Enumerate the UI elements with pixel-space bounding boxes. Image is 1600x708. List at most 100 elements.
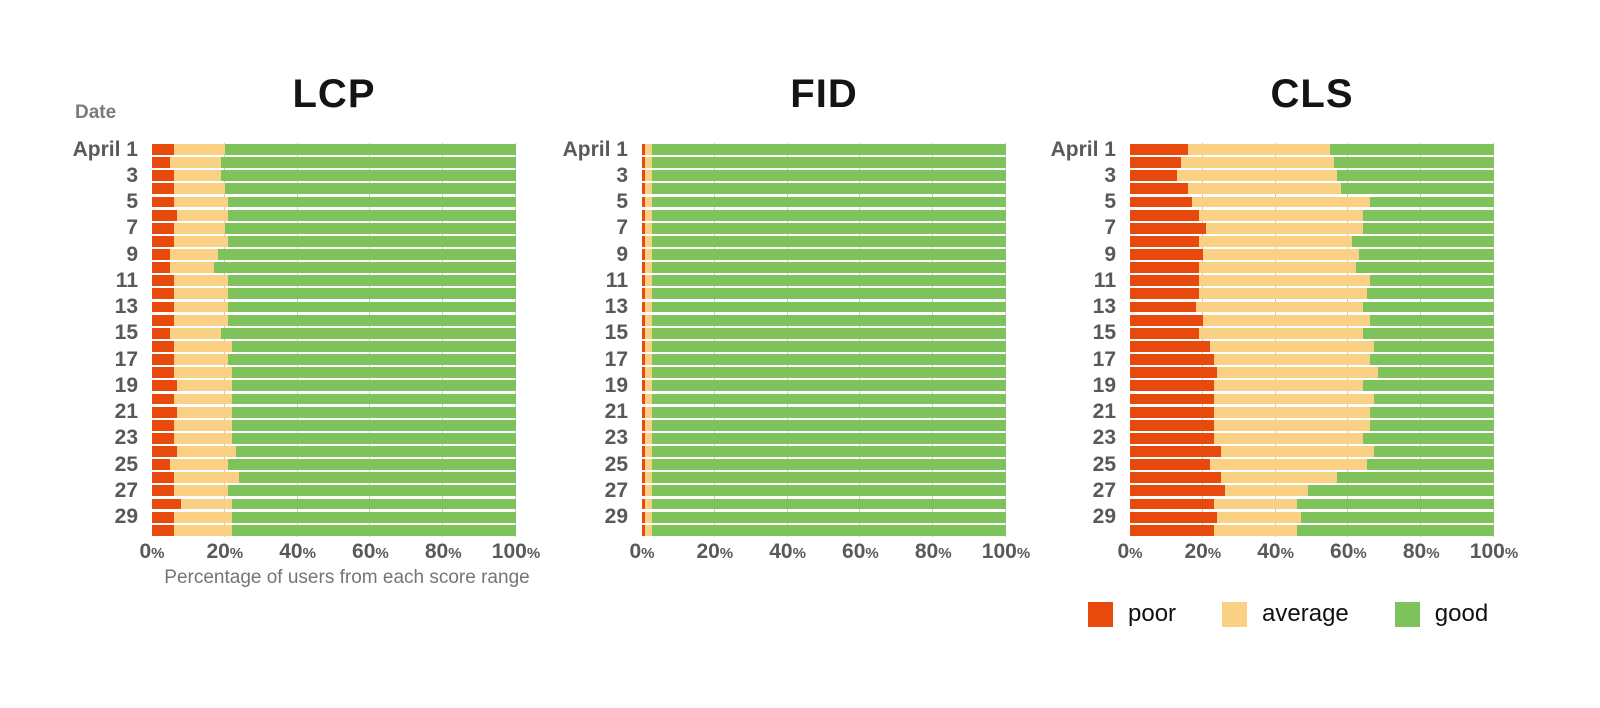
bar-segment-poor: [152, 314, 174, 326]
bar-segment-poor: [1130, 249, 1203, 260]
bar-segment-good: [651, 446, 1006, 457]
bar-segment-good: [651, 485, 1006, 497]
y-tick-label: 27: [114, 479, 138, 503]
bar-segment-good: [228, 288, 516, 300]
y-tick-label: 7: [126, 216, 138, 240]
legend-swatch-average-icon: [1222, 601, 1248, 627]
bar-segment-good: [651, 301, 1006, 313]
bar-row: [1130, 157, 1494, 169]
bar-segment-good: [1370, 275, 1494, 287]
y-axis-labels: April 1 3 5 7 9 11 13 15 17 19 21 23 25 27 29: [42, 137, 145, 537]
bar-segment-poor: [1130, 459, 1211, 471]
bar-segment-poor: [642, 262, 646, 274]
bar-segment-poor: [1130, 262, 1200, 274]
bar-row: [152, 485, 516, 497]
bar-row: [642, 498, 1006, 510]
y-tick-label: April 1: [72, 137, 138, 161]
bar-segment-average: [1221, 472, 1338, 484]
bar-segment-poor: [1130, 314, 1203, 326]
bar-segment-average: [645, 183, 652, 195]
bar-segment-poor: [642, 367, 646, 379]
bar-row: [642, 235, 1006, 247]
bar-segment-good: [1370, 406, 1494, 418]
bar-row: [1130, 144, 1494, 155]
y-tick-label: 25: [1092, 452, 1116, 476]
bar-segment-good: [232, 432, 516, 444]
bar-segment-poor: [1130, 432, 1214, 444]
x-tick-label: 60%: [352, 540, 389, 563]
bar-row: [1130, 314, 1494, 326]
bar-segment-good: [1370, 354, 1494, 366]
bar-segment-good: [651, 235, 1006, 247]
bar-segment-good: [224, 222, 516, 234]
bar-segment-average: [1217, 511, 1302, 523]
chart-cls: CLS April 1 3 5 7 9 11 13 15 17 19 21 23 25 27 29 0% 20…: [1020, 0, 1519, 708]
bar-segment-average: [173, 288, 229, 300]
bar-segment-good: [217, 249, 516, 260]
bar-segment-average: [645, 367, 652, 379]
bar-row: [152, 472, 516, 484]
bar-segment-good: [239, 472, 516, 484]
bar-segment-poor: [152, 341, 174, 352]
bar-segment-poor: [642, 485, 646, 497]
bar-row: [1130, 432, 1494, 444]
x-tick-label: 60%: [842, 540, 879, 563]
bar-segment-poor: [642, 472, 646, 484]
bar-segment-average: [645, 485, 652, 497]
bar-segment-average: [645, 222, 652, 234]
bar-segment-good: [651, 419, 1006, 431]
bar-row: [1130, 485, 1494, 497]
y-tick-label: 17: [1092, 347, 1116, 371]
bar-row: [1130, 183, 1494, 195]
y-tick-label: 11: [115, 268, 138, 292]
bar-row: [1130, 459, 1494, 471]
y-tick-label: 17: [604, 347, 628, 371]
y-tick-label: 7: [616, 216, 628, 240]
bar-segment-good: [232, 341, 516, 352]
bar-segment-average: [645, 314, 652, 326]
y-axis-labels: April 1 3 5 7 9 11 13 15 17 19 21 23 25 27 29: [532, 138, 635, 537]
bar-row: [1130, 446, 1494, 457]
bar-row: [642, 327, 1006, 339]
bar-segment-average: [173, 301, 229, 313]
bar-row: [152, 393, 516, 405]
gridline: [1005, 143, 1006, 537]
bar-segment-poor: [152, 419, 174, 431]
x-tick-label: 20%: [1184, 540, 1222, 563]
bar-segment-average: [170, 157, 222, 169]
gridline: [442, 143, 444, 537]
bar-row: [152, 511, 516, 523]
y-tick-label: 11: [605, 268, 628, 292]
bar-segment-average: [173, 170, 222, 182]
bar-segment-average: [173, 196, 229, 208]
gridline: [1493, 143, 1494, 537]
bar-segment-good: [1362, 432, 1494, 444]
legend-item-average: average: [1222, 600, 1349, 628]
bar-segment-average: [173, 367, 233, 379]
bar-segment-good: [1362, 380, 1494, 392]
bar-segment-good: [651, 472, 1006, 484]
bar-row: [152, 446, 516, 457]
bar-segment-good: [232, 524, 516, 536]
legend-item-poor: poor: [1088, 600, 1176, 628]
bar-row: [152, 314, 516, 326]
bar-segment-poor: [642, 288, 646, 300]
y-tick-label: 23: [1092, 426, 1116, 450]
bar-segment-average: [173, 341, 233, 352]
bar-segment-average: [645, 144, 652, 155]
bar-segment-good: [1370, 196, 1494, 208]
bar-segment-average: [645, 354, 652, 366]
bar-segment-average: [645, 275, 652, 287]
bar-segment-average: [1210, 341, 1374, 352]
chart-lcp: LCP Date April 1 3 5 7 9 11 13 15 17 19 21 23 25 27 29…: [42, 0, 541, 708]
bar-row: [152, 196, 516, 208]
bar-segment-good: [221, 327, 516, 339]
bar-row: [152, 354, 516, 366]
bar-segment-good: [1333, 157, 1494, 169]
bar-segment-average: [645, 301, 652, 313]
y-axis-header: Date: [75, 102, 117, 123]
bar-segment-average: [173, 314, 229, 326]
bar-row: [642, 432, 1006, 444]
bar-segment-poor: [642, 406, 646, 418]
gridline: [223, 143, 225, 537]
